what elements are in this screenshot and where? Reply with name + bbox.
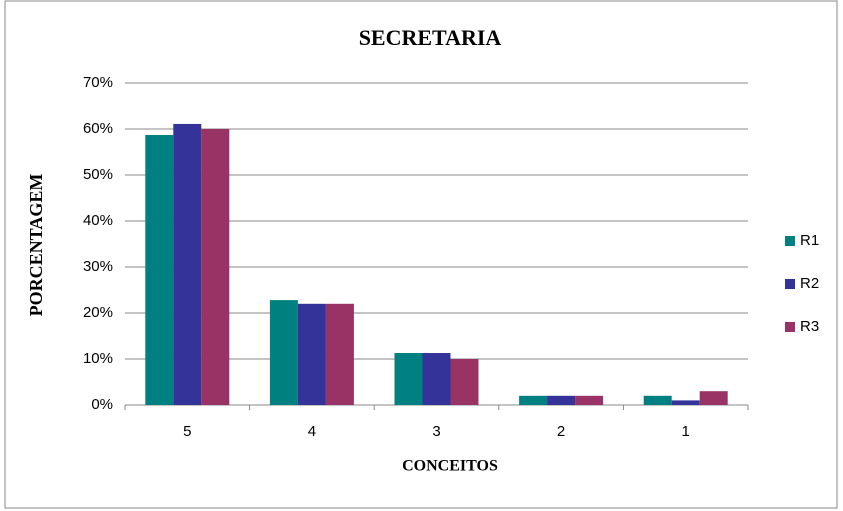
bar: [269, 300, 298, 405]
legend-swatch: [785, 279, 795, 289]
x-tick-label: 3: [432, 423, 440, 440]
y-tick-label: 20%: [83, 304, 113, 321]
y-tick-label: 50%: [83, 166, 113, 183]
legend-label: R3: [800, 318, 819, 335]
chart-border: [4, 0, 838, 509]
bar: [671, 400, 700, 405]
bar: [547, 395, 576, 405]
bar: [145, 134, 174, 406]
bar: [297, 303, 326, 405]
bar: [699, 391, 728, 405]
bar: [325, 303, 354, 405]
legend-label: R2: [800, 275, 819, 292]
x-axis-label: CONCEITOS: [402, 458, 498, 475]
legend-swatch: [785, 236, 795, 246]
y-tick-label: 60%: [83, 120, 113, 137]
x-tick-label: 4: [308, 423, 316, 440]
legend-label: R1: [800, 232, 819, 249]
bar: [173, 123, 202, 405]
bar: [519, 395, 548, 405]
bar: [450, 359, 479, 405]
bar: [643, 395, 672, 405]
bar: [201, 129, 230, 405]
x-tick-label: 2: [557, 423, 565, 440]
y-tick-label: 30%: [83, 258, 113, 275]
y-axis-label: PORCENTAGEM: [26, 174, 46, 317]
bar: [575, 395, 604, 405]
bar: [394, 353, 423, 405]
y-tick-label: 70%: [83, 74, 113, 91]
x-tick-label: 5: [183, 423, 191, 440]
x-tick-label: 1: [682, 423, 690, 440]
y-tick-label: 40%: [83, 212, 113, 229]
chart-title: SECRETARIA: [359, 25, 502, 50]
y-tick-label: 0%: [91, 396, 113, 413]
bar: [422, 353, 451, 405]
legend-swatch: [785, 322, 795, 332]
y-tick-label: 10%: [83, 350, 113, 367]
